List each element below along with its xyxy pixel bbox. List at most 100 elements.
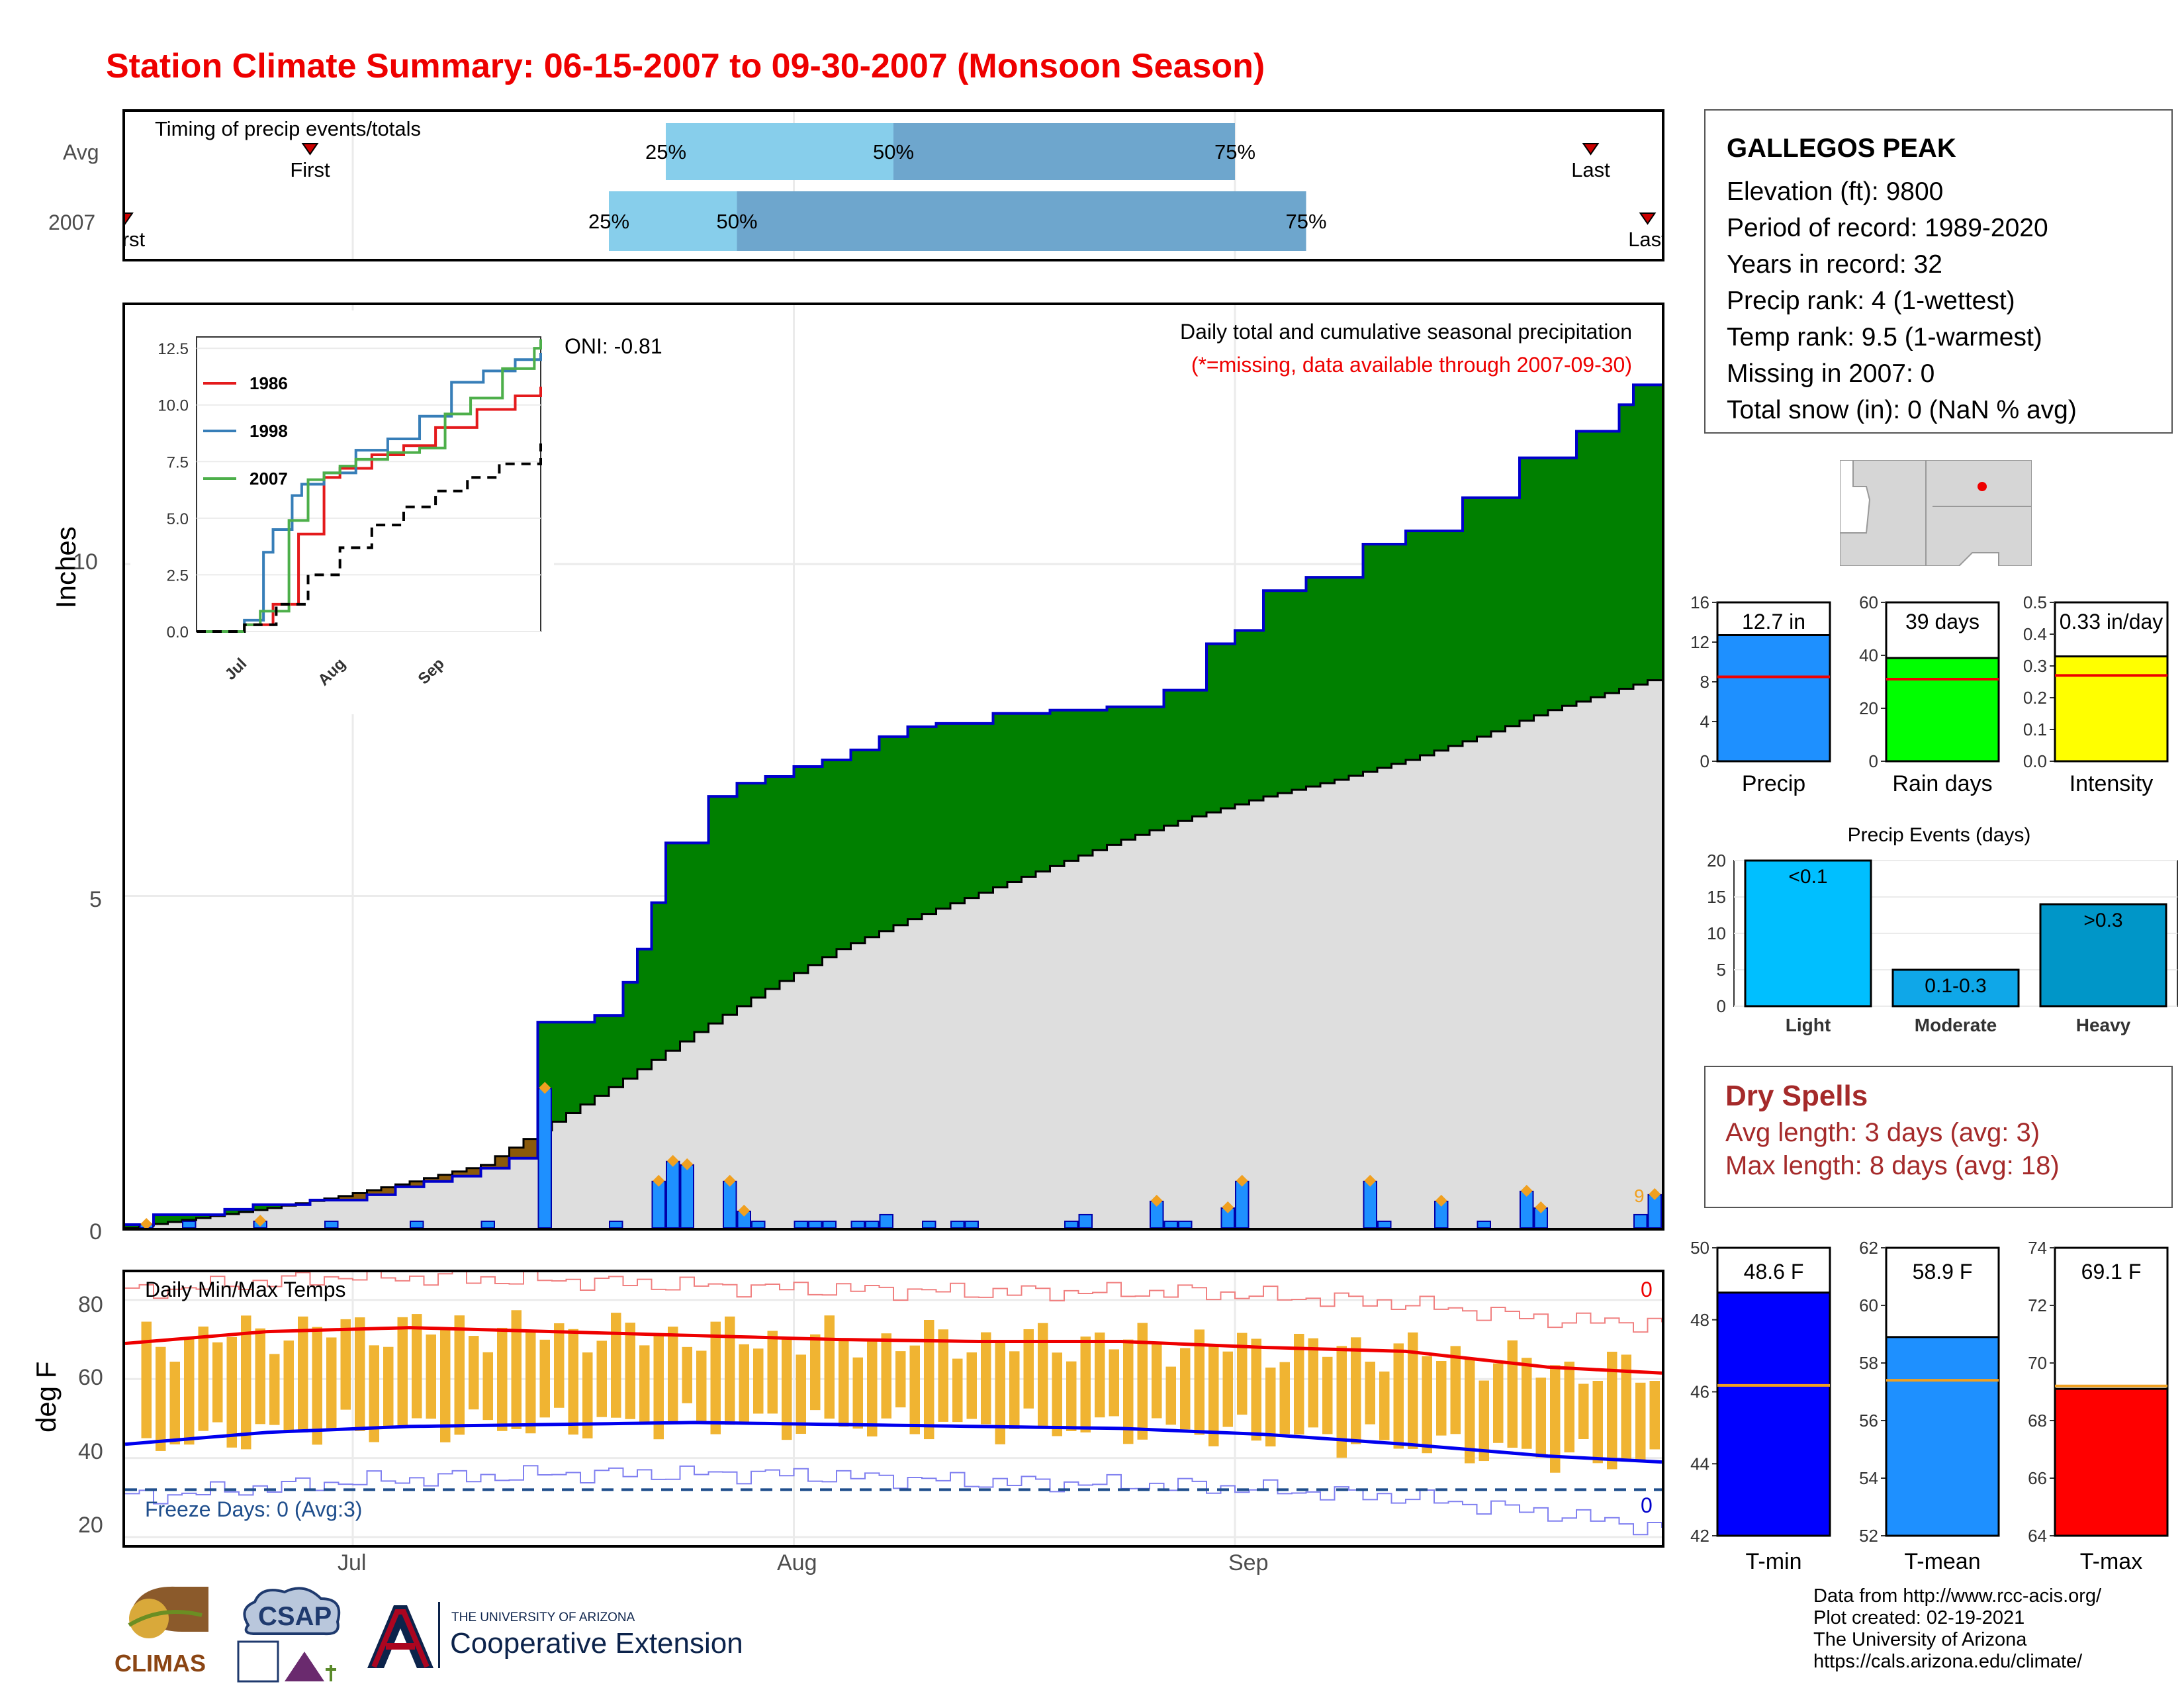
daily-temp-bar	[156, 1346, 166, 1451]
mini-t-mean-tick-label: 52	[1859, 1526, 1878, 1546]
daily-precip-bar	[651, 1180, 666, 1228]
daily-temp-bar	[668, 1327, 678, 1424]
daily-temp-bar	[269, 1354, 280, 1425]
above-avg-area	[1463, 497, 1478, 741]
above-avg-area	[1078, 710, 1093, 856]
station-precip-rank: Precip rank: 4 (1-wettest)	[1727, 287, 2015, 315]
daily-temp-bar	[1123, 1339, 1134, 1444]
inset-series-line	[197, 352, 542, 633]
daily-temp-bar	[710, 1321, 721, 1434]
above-avg-area	[723, 796, 738, 1015]
daily-temp-bar	[198, 1326, 208, 1431]
daily-temp-bar	[511, 1310, 522, 1429]
mini-intensity-tick-label: 0.2	[2023, 688, 2047, 708]
mini-intensity-tick-label: 0.3	[2023, 656, 2047, 676]
inset-series-line	[197, 339, 542, 633]
events-title: Precip Events (days)	[1847, 824, 2031, 846]
daily-temp-bar	[426, 1334, 436, 1419]
daily-temp-bar	[497, 1327, 508, 1431]
above-avg-area	[552, 1022, 567, 1122]
temp-ytick-60: 60	[78, 1365, 103, 1390]
record-min-line	[125, 1465, 1662, 1536]
daily-temp-bar	[981, 1332, 991, 1425]
daily-temp-bar	[1649, 1381, 1660, 1450]
precip-events-chart: 0 5 10 15 20 <0.1 Light 0.1-0.3 Moderate >0.3 Heav…	[1707, 854, 2178, 1035]
above-avg-area	[637, 949, 653, 1070]
above-avg-area	[865, 749, 880, 937]
daily-temp-bar	[539, 1339, 550, 1418]
record-max-line	[125, 1272, 1662, 1333]
timing-avg-iqr-high	[893, 123, 1235, 180]
above-avg-area	[253, 1204, 268, 1210]
events-category-label: Light	[1786, 1015, 1831, 1035]
above-avg-area	[154, 1214, 169, 1224]
below-avg-area	[467, 1168, 482, 1176]
above-avg-area	[1036, 713, 1051, 872]
events-tick-label: 20	[1707, 854, 1726, 870]
daily-temp-bar	[1152, 1343, 1162, 1419]
daily-temp-bar	[1422, 1356, 1432, 1454]
mini-rain-days-tick-label: 0	[1869, 751, 1878, 771]
daily-temp-bar	[995, 1342, 1005, 1444]
main-annotation-missing: (*=missing, data available through 2007-…	[1191, 353, 1632, 377]
daily-precip-bar	[964, 1220, 979, 1228]
inset-ytick: 2.5	[167, 567, 189, 585]
oni-value: ONI: -0.81	[565, 334, 662, 358]
credit-data-source: Data from http://www.rcc-acis.org/	[1813, 1585, 2102, 1607]
mini-rain-days-tick-label: 40	[1859, 645, 1878, 665]
temp-ytick-80: 80	[78, 1292, 103, 1317]
above-avg-area	[580, 1022, 596, 1105]
daily-precip-bar	[922, 1220, 936, 1228]
below-avg-area	[452, 1171, 467, 1176]
station-snow: Total snow (in): 0 (NaN % avg)	[1727, 396, 2077, 424]
inset-avg-line	[197, 443, 542, 633]
mini-intensity-tick-label: 0.5	[2023, 592, 2047, 612]
above-avg-area	[1477, 497, 1492, 737]
daily-temp-bar	[340, 1319, 351, 1410]
daily-temp-bar	[1393, 1343, 1404, 1449]
main-precip-panel: Daily total and cumulative seasonal prec…	[122, 303, 1664, 1231]
above-avg-area	[1605, 431, 1620, 693]
daily-precip-bar	[182, 1220, 197, 1228]
mini-t-max-tick-label: 66	[2028, 1468, 2047, 1488]
above-avg-area	[780, 776, 795, 981]
daily-temp-bar	[469, 1336, 479, 1410]
daily-temp-bar	[909, 1345, 920, 1434]
events-bar	[2039, 903, 2167, 1008]
above-avg-area	[1050, 710, 1065, 867]
above-avg-area	[680, 843, 695, 1042]
above-avg-area	[1306, 577, 1321, 787]
daily-temp-bar	[1493, 1363, 1504, 1443]
events-tick-label: 10	[1707, 923, 1726, 943]
locator-map	[1840, 460, 2032, 566]
mini-t-max-tick-label: 64	[2028, 1526, 2047, 1546]
above-avg-area	[751, 783, 766, 998]
daily-temp-bar	[1052, 1352, 1062, 1436]
inset-legend-label: 1986	[250, 373, 288, 393]
daily-temp-bar	[1379, 1371, 1390, 1440]
extreme-day-marker	[1150, 1194, 1163, 1207]
extreme-day-marker	[254, 1214, 267, 1227]
above-avg-area	[167, 1214, 183, 1222]
events-bar	[1891, 968, 2020, 1008]
credit-plot-created: Plot created: 02-19-2021	[1813, 1607, 2025, 1628]
events-bar-label: <0.1	[1788, 866, 1827, 888]
dry-spells-avg: Avg length: 3 days (avg: 3)	[1725, 1118, 2040, 1147]
extreme-day-marker	[1364, 1174, 1377, 1187]
daily-temp-bar	[596, 1340, 607, 1417]
daily-temp-bar	[1535, 1378, 1546, 1458]
daily-precip-bar	[410, 1220, 424, 1228]
mini-t-mean-tick-label: 54	[1859, 1468, 1878, 1488]
mini-t-min-tick-label: 42	[1690, 1526, 1709, 1546]
above-avg-area	[1548, 457, 1563, 710]
mini-precip-tick-label: 8	[1700, 672, 1709, 692]
daily-temp-bar	[625, 1323, 635, 1419]
mini-t-max-bar	[2054, 1387, 2169, 1537]
main-ytick-5: 5	[89, 887, 102, 912]
mini-precip-tick-label: 12	[1690, 632, 1709, 652]
mini-temp-value: 58.9 F	[1913, 1260, 1973, 1284]
ua-logo	[367, 1605, 433, 1668]
daily-temp-bar	[1038, 1323, 1048, 1427]
main-precip-chart	[125, 305, 1662, 1228]
daily-temp-bar	[1479, 1380, 1489, 1462]
